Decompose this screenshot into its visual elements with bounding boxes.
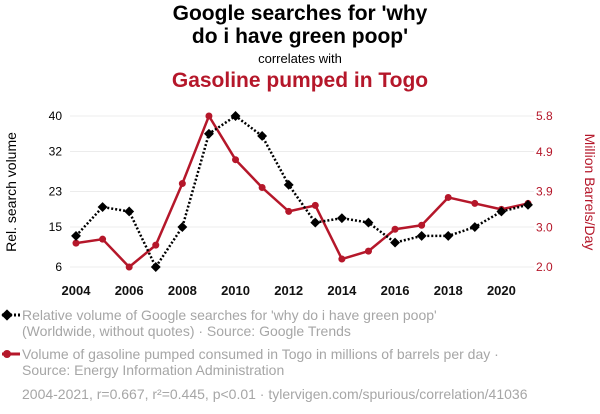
series-1-point-2014 <box>336 213 347 224</box>
x-tick-label-2016: 2016 <box>381 283 410 298</box>
left-tick-label-2: 23 <box>49 185 63 199</box>
series-1-point-2008 <box>177 222 188 232</box>
chart-title-line-2: do i have green poop' <box>191 25 409 48</box>
series-1-point-2004 <box>71 230 81 241</box>
legend-marker-series-2 <box>2 350 20 358</box>
chart-title-line-3: Gasoline pumped in Togo <box>171 69 429 92</box>
series-1-point-2018 <box>443 230 454 241</box>
series-2-point-2006 <box>125 263 133 271</box>
left-axis-title: Rel. search volume <box>3 132 19 252</box>
series-2-point-2014 <box>338 255 346 263</box>
series-2-point-2018 <box>444 193 452 201</box>
series-1-point-2012 <box>283 179 294 190</box>
x-tick-label-2010: 2010 <box>221 283 250 298</box>
x-tick-label-2004: 2004 <box>62 283 92 298</box>
right-tick-label-4: 5.8 <box>536 109 553 123</box>
series-1-point-2013 <box>310 217 321 228</box>
series-1-point-2015 <box>363 217 374 228</box>
x-tick-label-2018: 2018 <box>434 283 463 298</box>
right-axis-ticks: 2.0 3.0 3.9 4.9 5.8 <box>536 109 553 274</box>
left-tick-label-4: 40 <box>49 109 63 123</box>
series-1-point-2005 <box>97 202 108 212</box>
series-1-point-2020 <box>496 206 507 217</box>
series-2-point-2015 <box>364 247 372 255</box>
footer-statistics: 2004-2021, r=0.667, r²=0.445, p<0.01 · t… <box>22 386 528 402</box>
left-tick-label-0: 6 <box>55 260 62 274</box>
right-tick-label-3: 4.9 <box>536 145 553 159</box>
series-1-point-2019 <box>469 222 480 232</box>
x-tick-label-2008: 2008 <box>168 283 197 298</box>
series-1-line <box>75 114 529 270</box>
series-2-point-2013 <box>311 201 319 209</box>
x-tick-label-2006: 2006 <box>115 283 144 298</box>
legend-series-1-text-2: (Worldwide, without quotes) · Source: Go… <box>22 323 351 339</box>
right-tick-label-2: 3.9 <box>536 185 553 199</box>
series-green-poop-searches <box>71 111 533 272</box>
series-1-point-2021 <box>523 199 533 210</box>
series-2-point-2010 <box>232 156 240 164</box>
series-1-point-2009 <box>203 128 214 139</box>
series-2-point-2004 <box>72 239 80 247</box>
legend-item-series-2: Volume of gasoline pumped consumed in To… <box>22 346 499 378</box>
gridlines <box>70 115 534 268</box>
chart-title-line-1: Google searches for 'why <box>172 2 428 25</box>
legend-marker-series-1 <box>1 309 20 321</box>
left-tick-label-3: 32 <box>49 145 63 159</box>
series-2-line <box>75 114 529 269</box>
series-2-point-2012 <box>285 207 293 215</box>
x-tick-label-2020: 2020 <box>487 283 516 298</box>
series-1-point-2011 <box>257 131 268 141</box>
series-1-point-2006 <box>124 206 135 217</box>
legend-series-2-text-1: Volume of gasoline pumped consumed in To… <box>22 346 499 362</box>
legend-series-1-text-1: Relative volume of Google searches for '… <box>22 307 437 323</box>
series-1-point-2016 <box>390 237 401 248</box>
right-axis-title: Million Barrels/Day <box>582 134 598 251</box>
series-1-point-2007 <box>150 262 161 272</box>
x-tick-label-2012: 2012 <box>274 283 303 298</box>
series-1-point-2010 <box>230 111 241 121</box>
series-2-point-2007 <box>152 241 160 249</box>
legend-series-2-text-2: Source: Energy Information Administratio… <box>22 362 285 378</box>
series-2-point-2005 <box>99 235 107 243</box>
right-tick-label-1: 3.0 <box>536 220 553 234</box>
x-axis-ticks: 2004 2006 2008 2010 2012 2014 2016 2018 2020 <box>62 283 516 298</box>
series-2-point-2009 <box>205 112 213 120</box>
series-1-point-2017 <box>416 230 427 241</box>
left-tick-label-1: 15 <box>49 220 63 234</box>
right-tick-label-0: 2.0 <box>536 260 553 274</box>
series-2-point-2019 <box>471 199 479 207</box>
series-2-point-2016 <box>391 225 399 233</box>
series-2-point-2011 <box>258 184 266 192</box>
legend-item-series-1: Relative volume of Google searches for '… <box>22 307 437 339</box>
chart-subtitle-connector: correlates with <box>258 51 342 66</box>
x-tick-label-2014: 2014 <box>327 283 357 298</box>
left-axis-ticks: 6 15 23 32 40 <box>49 109 63 274</box>
series-2-point-2017 <box>418 221 426 229</box>
series-gasoline-togo <box>72 112 532 271</box>
series-2-point-2008 <box>178 180 186 188</box>
